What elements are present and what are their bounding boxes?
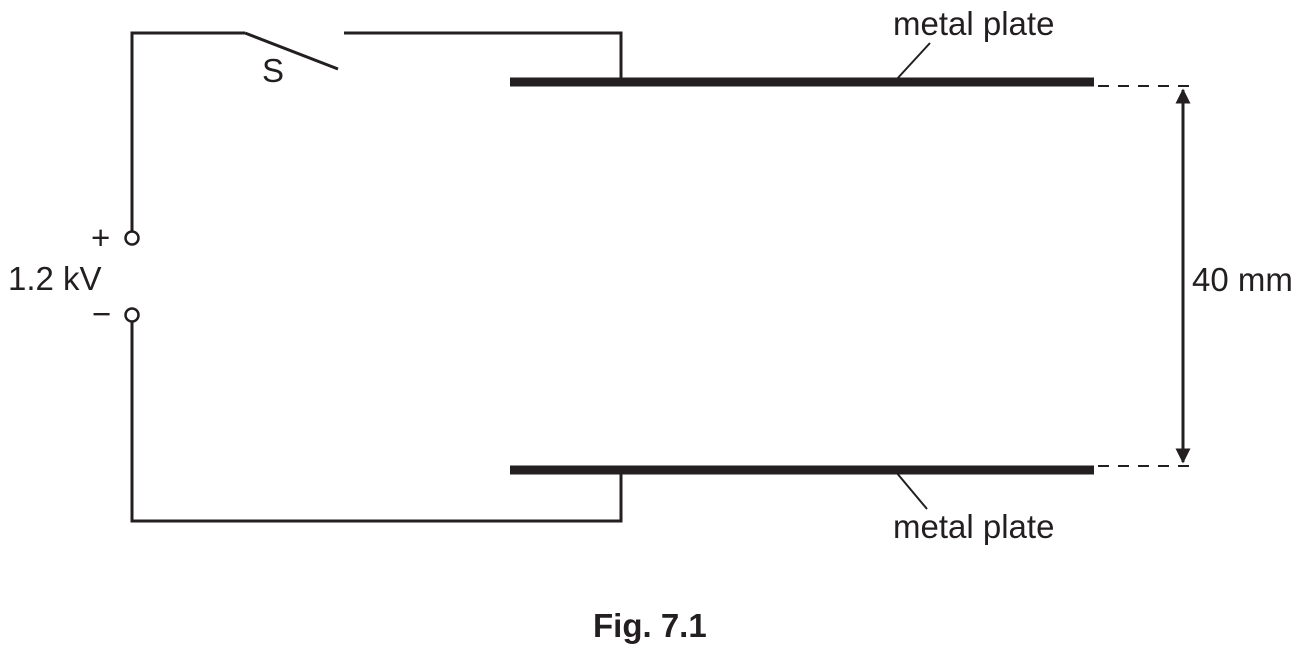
top-left-wire xyxy=(130,31,245,231)
switch-blade xyxy=(244,31,339,71)
positive-symbol: + xyxy=(91,219,110,256)
bottom-plate-label: metal plate xyxy=(893,508,1054,545)
separation-label: 40 mm xyxy=(1192,261,1293,298)
figure-caption: Fig. 7.1 xyxy=(593,607,707,644)
top-right-wire xyxy=(344,31,623,82)
top-plate-label: metal plate xyxy=(893,5,1054,42)
top-plate-leader xyxy=(895,42,931,81)
supply-voltage-label: 1.2 kV xyxy=(8,260,102,297)
positive-terminal xyxy=(124,230,140,246)
negative-terminal xyxy=(124,307,140,323)
switch-label: S xyxy=(262,52,284,89)
negative-symbol: − xyxy=(92,295,111,332)
bottom-plate-leader xyxy=(895,471,928,510)
bottom-wire xyxy=(130,322,623,523)
